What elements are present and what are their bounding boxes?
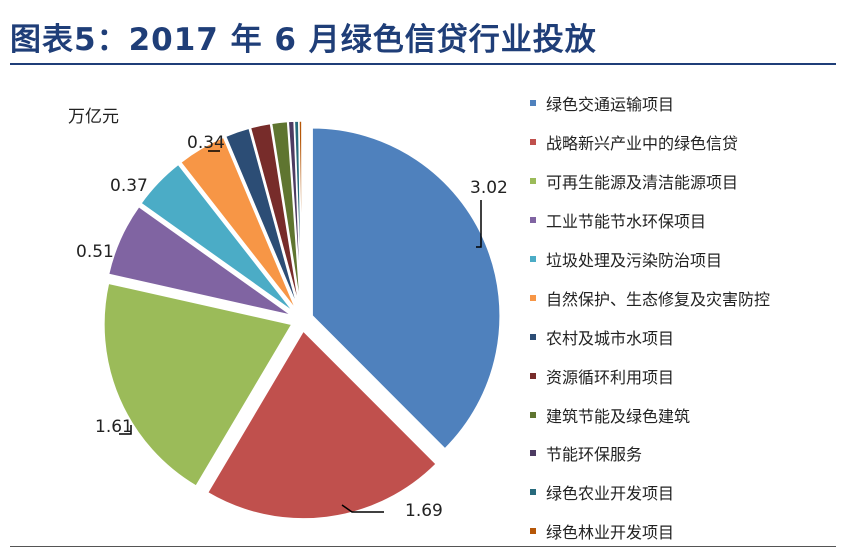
legend-item: 建筑节能及绿色建筑 [530, 395, 770, 434]
legend-label: 资源循环利用项目 [546, 367, 675, 387]
legend-label: 农村及城市水项目 [546, 328, 675, 348]
legend-swatch [530, 217, 536, 224]
pie-slice [139, 163, 295, 314]
legend-label: 自然保护、生态修复及灾害防控 [546, 289, 771, 309]
leader-line [476, 200, 482, 248]
data-label: 3.02 [470, 178, 508, 198]
legend-item: 节能环保服务 [530, 434, 770, 473]
legend-swatch [530, 333, 536, 340]
legend-label: 垃圾处理及污染防治项目 [546, 251, 723, 270]
data-label: 0.34 [187, 133, 225, 153]
data-label: 0.37 [110, 176, 148, 196]
pie-slice [249, 122, 301, 310]
legend-item: 战略新兴产业中的绿色信贷 [530, 123, 770, 162]
data-label: 1.61 [95, 417, 133, 437]
legend-label: 绿色农业开发项目 [546, 484, 675, 504]
legend-swatch [530, 528, 536, 535]
pie-slice [179, 136, 298, 311]
pie-slice [224, 127, 300, 310]
pie-slice [103, 282, 294, 488]
legend-swatch [530, 256, 536, 262]
chart-title: 图表5：2017 年 6 月绿色信贷行业投放 [10, 22, 597, 58]
legend-swatch [530, 294, 536, 301]
legend-swatch [530, 139, 536, 146]
legend-item: 工业节能节水环保项目 [530, 201, 770, 240]
data-label: 1.69 [405, 501, 443, 521]
legend-item: 自然保护、生态修复及灾害防控 [530, 278, 770, 317]
legend-item: 垃圾处理及污染防治项目 [530, 240, 770, 279]
pie-slice [107, 205, 293, 317]
legend-label: 绿色交通运输项目 [546, 95, 675, 115]
legend-swatch [530, 178, 536, 185]
leader-line [341, 504, 384, 513]
pie-slice [206, 329, 438, 520]
legend-label: 可再生能源及清洁能源项目 [546, 173, 739, 193]
pie-slice [311, 127, 501, 450]
legend-label: 绿色林业开发项目 [546, 523, 675, 543]
legend-item: 资源循环利用项目 [530, 356, 770, 395]
bottom-rule [10, 546, 836, 547]
leader-line [119, 425, 132, 435]
legend-swatch [530, 100, 536, 107]
legend-label: 节能环保服务 [546, 445, 643, 465]
legend-swatch [530, 489, 536, 496]
legend-swatch [530, 450, 536, 457]
title-rule [10, 63, 836, 65]
legend: 绿色交通运输项目战略新兴产业中的绿色信贷 可再生能源及清洁能源项目 工业节能节水环保… [530, 84, 770, 551]
legend-item: 绿色林业开发项目 [530, 512, 770, 551]
pie-slice [298, 120, 303, 310]
legend-item: 绿色农业开发项目 [530, 473, 770, 512]
legend-item: 可再生能源及清洁能源项目 [530, 162, 770, 201]
legend-item: 绿色交通运输项目 [530, 84, 770, 123]
legend-label: 工业节能节水环保项目 [546, 212, 707, 232]
legend-swatch [530, 372, 536, 379]
legend-swatch [530, 411, 536, 418]
data-label: 0.51 [76, 242, 114, 262]
legend-label: 建筑节能及绿色建筑 [546, 406, 691, 426]
legend-label: 战略新兴产业中的绿色信贷 [546, 134, 739, 154]
unit-label: 万亿元 [68, 107, 119, 127]
legend-item: 农村及城市水项目 [530, 317, 770, 356]
